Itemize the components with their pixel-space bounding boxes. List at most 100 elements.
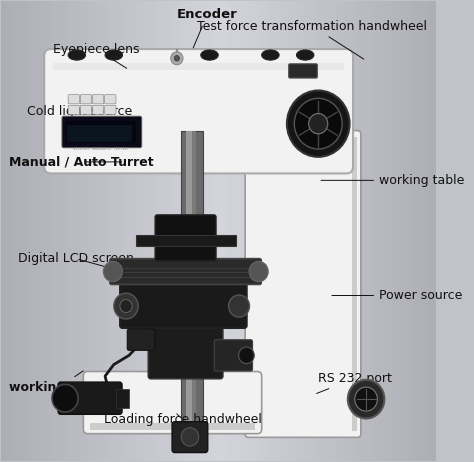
Text: Encoder: Encoder [177, 8, 237, 48]
FancyBboxPatch shape [83, 371, 262, 434]
Bar [283, 1, 288, 461]
Bar [244, 1, 249, 461]
Bar [22, 1, 27, 461]
Text: working panel: working panel [9, 371, 109, 394]
Bar [166, 1, 170, 461]
Bar [227, 1, 231, 461]
Text: Power source: Power source [332, 289, 463, 302]
Bar [0, 1, 5, 461]
FancyBboxPatch shape [110, 259, 261, 285]
Bar [379, 1, 383, 461]
Bar [431, 1, 436, 461]
Bar [183, 1, 188, 461]
Bar [36, 1, 40, 461]
Bar [67, 125, 133, 142]
Bar [92, 1, 96, 461]
FancyBboxPatch shape [120, 284, 247, 328]
FancyBboxPatch shape [68, 105, 80, 115]
Bar [66, 122, 136, 144]
Bar [397, 1, 401, 461]
Bar [236, 1, 240, 461]
Bar [266, 1, 270, 461]
Bar [148, 1, 153, 461]
Circle shape [120, 300, 132, 312]
FancyBboxPatch shape [105, 105, 116, 115]
Bar [323, 1, 327, 461]
FancyBboxPatch shape [80, 95, 91, 104]
Bar [109, 1, 114, 461]
FancyBboxPatch shape [148, 327, 223, 379]
Bar [279, 1, 283, 461]
Bar [62, 1, 66, 461]
Bar [31, 1, 36, 461]
FancyBboxPatch shape [58, 382, 122, 414]
Bar [74, 1, 79, 461]
Ellipse shape [105, 50, 122, 60]
Bar [44, 1, 48, 461]
Ellipse shape [297, 50, 314, 60]
Bar [352, 137, 357, 432]
Bar [79, 1, 83, 461]
FancyBboxPatch shape [289, 64, 318, 78]
Bar [101, 1, 105, 461]
Bar [48, 1, 53, 461]
Bar [57, 1, 62, 461]
Bar [105, 1, 109, 461]
Bar [5, 1, 9, 461]
Bar [218, 1, 222, 461]
Ellipse shape [262, 50, 279, 60]
Circle shape [287, 91, 349, 157]
Text: VICKERS HARDNESS TESTER: VICKERS HARDNESS TESTER [73, 147, 128, 151]
Bar [414, 1, 418, 461]
FancyBboxPatch shape [214, 340, 253, 371]
Bar [40, 1, 44, 461]
Circle shape [181, 428, 199, 446]
Bar [188, 1, 192, 461]
Bar [144, 1, 148, 461]
Bar [127, 1, 131, 461]
Bar [27, 1, 31, 461]
FancyBboxPatch shape [245, 131, 361, 438]
Bar [318, 1, 323, 461]
Bar [388, 1, 392, 461]
Bar [140, 1, 144, 461]
Bar [179, 1, 183, 461]
Circle shape [171, 52, 183, 65]
Bar [118, 1, 122, 461]
Text: RS 232 port: RS 232 port [317, 372, 392, 394]
Bar [90, 423, 255, 430]
Bar [157, 1, 162, 461]
Circle shape [348, 380, 384, 419]
Bar [314, 1, 318, 461]
FancyBboxPatch shape [80, 105, 91, 115]
Bar [53, 63, 344, 70]
Bar [349, 1, 353, 461]
Bar [362, 1, 366, 461]
Bar [214, 1, 218, 461]
Bar [53, 1, 57, 461]
Circle shape [294, 98, 342, 149]
Text: working table: working table [321, 174, 465, 187]
Bar [192, 1, 196, 461]
Bar [88, 1, 92, 461]
Bar [96, 1, 101, 461]
Bar [327, 1, 331, 461]
Bar [366, 1, 371, 461]
Bar [136, 235, 236, 246]
Bar [210, 1, 214, 461]
Text: Manual / Auto Turret: Manual / Auto Turret [9, 155, 154, 169]
Bar [301, 1, 305, 461]
Bar [344, 1, 349, 461]
Text: Digital LCD screen: Digital LCD screen [18, 252, 134, 267]
Bar [201, 1, 205, 461]
FancyBboxPatch shape [62, 116, 142, 148]
Bar [222, 1, 227, 461]
Bar [357, 1, 362, 461]
Bar [70, 1, 74, 461]
Bar [410, 1, 414, 461]
Circle shape [228, 295, 249, 317]
FancyBboxPatch shape [44, 49, 353, 173]
Text: Cold light source: Cold light source [27, 105, 132, 122]
Bar [253, 1, 257, 461]
Bar [310, 1, 314, 461]
